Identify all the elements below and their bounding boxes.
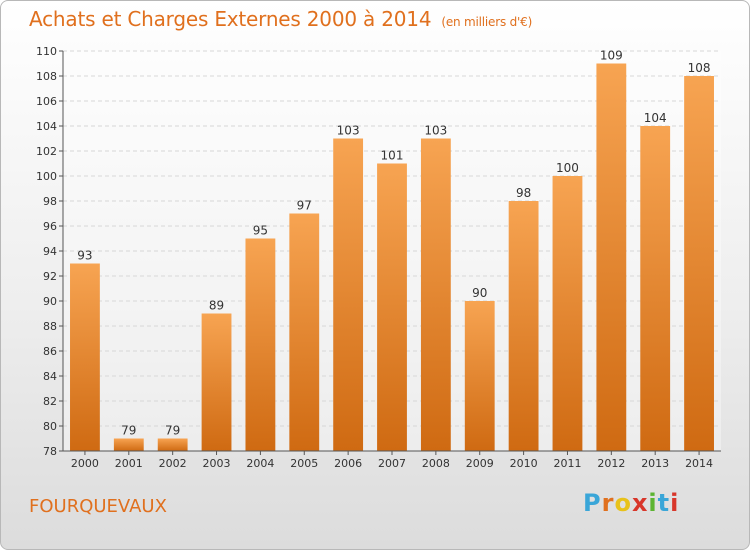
logo-letter: r xyxy=(601,489,615,517)
y-tick-label: 90 xyxy=(43,295,57,308)
commune-name: FOURQUEVAUX xyxy=(29,496,167,517)
y-tick-label: 100 xyxy=(36,170,57,183)
bar-2006 xyxy=(333,138,364,451)
bar-value-label: 97 xyxy=(297,199,312,213)
proxiti-logo: Proxiti xyxy=(583,489,679,517)
bar-2013 xyxy=(640,126,671,451)
bar-2011 xyxy=(552,176,583,451)
x-tick-label: 2011 xyxy=(553,457,581,470)
y-tick-label: 88 xyxy=(43,320,57,333)
bar-2007 xyxy=(377,163,407,451)
bar-value-label: 104 xyxy=(644,111,667,125)
x-tick-label: 2003 xyxy=(203,457,231,470)
bar-2009 xyxy=(464,301,495,451)
x-tick-label: 2012 xyxy=(597,457,625,470)
bar-2004 xyxy=(245,238,276,451)
bar-2001 xyxy=(113,438,144,451)
x-tick-label: 2010 xyxy=(510,457,538,470)
x-tick-label: 2005 xyxy=(290,457,318,470)
y-tick-label: 102 xyxy=(36,145,57,158)
y-tick-label: 84 xyxy=(43,370,57,383)
bar-2008 xyxy=(420,138,451,451)
bar-value-label: 95 xyxy=(253,224,268,238)
y-tick-label: 98 xyxy=(43,195,57,208)
logo-letter: x xyxy=(631,489,649,517)
bar-2003 xyxy=(201,313,232,451)
bar-value-label: 100 xyxy=(556,161,579,175)
logo-letter: i xyxy=(648,489,658,517)
logo-letter: P xyxy=(583,489,602,517)
y-tick-label: 86 xyxy=(43,345,57,358)
y-tick-label: 96 xyxy=(43,220,57,233)
bar-2000 xyxy=(70,263,100,451)
chart-title: Achats et Charges Externes 2000 à 2014 (e… xyxy=(29,7,532,31)
logo-letter: o xyxy=(614,489,632,517)
y-tick-label: 80 xyxy=(43,420,57,433)
y-tick-label: 82 xyxy=(43,395,57,408)
bar-value-label: 108 xyxy=(688,61,711,75)
bar-value-label: 98 xyxy=(516,186,531,200)
x-tick-label: 2006 xyxy=(334,457,362,470)
y-tick-label: 104 xyxy=(36,120,57,133)
x-tick-label: 2002 xyxy=(159,457,187,470)
chart-subtitle: (en milliers d'€) xyxy=(441,15,533,29)
bar-value-label: 101 xyxy=(381,149,404,163)
y-tick-label: 92 xyxy=(43,270,57,283)
chart-title-text: Achats et Charges Externes 2000 à 2014 xyxy=(29,7,432,31)
bar-value-label: 93 xyxy=(77,249,92,263)
y-tick-label: 106 xyxy=(36,95,57,108)
x-tick-label: 2013 xyxy=(641,457,669,470)
x-tick-label: 2001 xyxy=(115,457,143,470)
y-tick-label: 110 xyxy=(36,45,57,58)
bar-2002 xyxy=(157,438,188,451)
x-tick-label: 2007 xyxy=(378,457,406,470)
bar-value-label: 89 xyxy=(209,299,224,313)
x-tick-label: 2009 xyxy=(466,457,494,470)
x-tick-label: 2000 xyxy=(71,457,99,470)
bar-value-label: 103 xyxy=(424,124,447,138)
bar-value-label: 79 xyxy=(165,424,180,438)
bar-value-label: 90 xyxy=(472,286,487,300)
logo-letter: i xyxy=(670,489,680,517)
bar-2014 xyxy=(684,76,714,451)
bar-value-label: 109 xyxy=(600,49,623,63)
bar-2005 xyxy=(289,213,320,451)
y-tick-label: 108 xyxy=(36,70,57,83)
x-tick-label: 2004 xyxy=(246,457,274,470)
bar-2010 xyxy=(508,201,539,451)
logo-letter: t xyxy=(657,489,671,517)
bar-2012 xyxy=(596,63,627,451)
y-tick-label: 94 xyxy=(43,245,57,258)
axes: 78 80 82 84 86 88 90 92 94 96 98 100 102 104 106 108 110… xyxy=(36,45,721,470)
x-tick-label: 2014 xyxy=(685,457,713,470)
bars: 93 79 79 89 95 97 103 101 103 90 98 100 109 104 108 xyxy=(70,49,714,451)
bar-value-label: 103 xyxy=(337,124,360,138)
y-tick-label: 78 xyxy=(43,445,57,458)
x-tick-label: 2008 xyxy=(422,457,450,470)
bar-value-label: 79 xyxy=(121,424,136,438)
